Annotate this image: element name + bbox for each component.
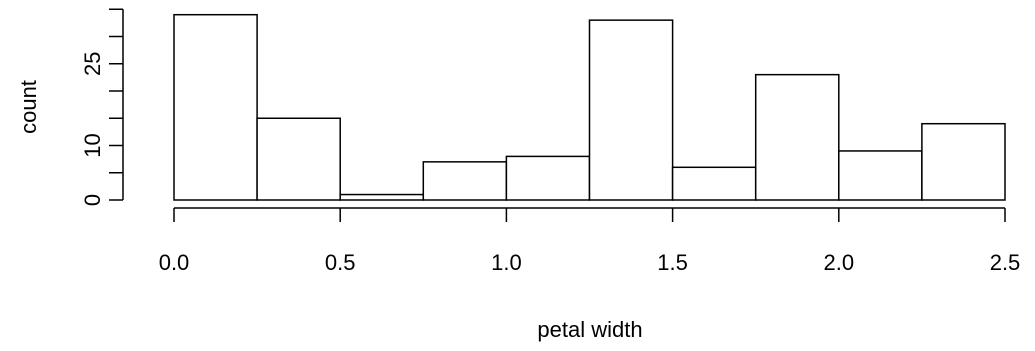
x-axis-title: petal width bbox=[537, 317, 642, 342]
x-tick-label: 0.0 bbox=[159, 250, 190, 275]
histogram-bar bbox=[588, 19, 674, 201]
y-tick-label: 0 bbox=[80, 194, 105, 206]
x-tick-label: 1.0 bbox=[491, 250, 522, 275]
y-axis-title: count bbox=[16, 80, 41, 134]
bars-group bbox=[173, 13, 1006, 201]
x-axis: 0.0 0.5 1.0 1.5 2.0 2.5 bbox=[159, 207, 1021, 275]
histogram-bar bbox=[921, 122, 1006, 201]
histogram-bar bbox=[505, 155, 591, 201]
x-tick-label: 2.5 bbox=[990, 250, 1021, 275]
histogram-bar bbox=[339, 193, 425, 201]
histogram-bar bbox=[256, 117, 341, 201]
y-tick-label: 25 bbox=[80, 52, 105, 76]
histogram-bar bbox=[173, 13, 258, 201]
x-tick-label: 0.5 bbox=[325, 250, 356, 275]
x-tick-label: 1.5 bbox=[657, 250, 688, 275]
histogram-bar bbox=[838, 150, 923, 201]
y-tick-label: 10 bbox=[80, 133, 105, 157]
histogram-bar bbox=[671, 166, 757, 201]
y-axis: 0 10 25 bbox=[80, 8, 124, 206]
histogram-bar bbox=[754, 73, 840, 201]
histogram-bar bbox=[422, 161, 508, 201]
x-tick-label: 2.0 bbox=[824, 250, 855, 275]
